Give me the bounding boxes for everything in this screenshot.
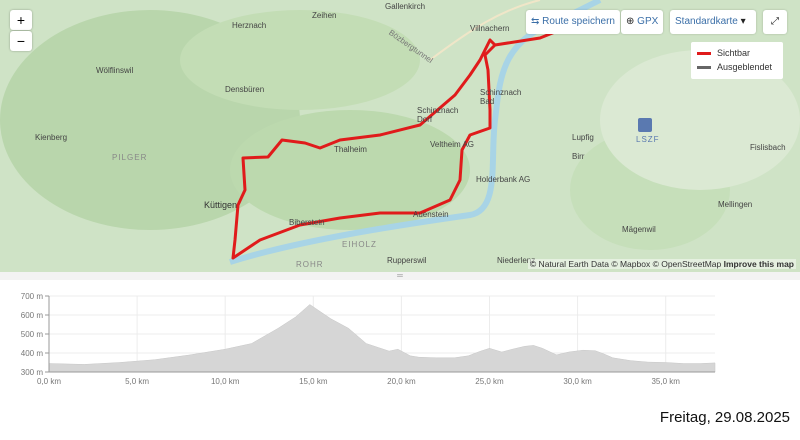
place-label: Zeihen [312, 11, 337, 20]
gpx-label: GPX [637, 16, 659, 27]
map-legend: Sichtbar Ausgeblendet [691, 42, 783, 79]
y-tick-label: 400 m [21, 349, 44, 358]
place-label: Niederlenz [497, 256, 536, 265]
elevation-area [48, 304, 716, 373]
x-tick-label: 35,0 km [651, 377, 680, 386]
x-tick-label: 10,0 km [211, 377, 240, 386]
place-label: LSZF [636, 135, 660, 144]
place-label: Küttigen [204, 200, 238, 210]
fullscreen-icon: ⤢ [771, 16, 779, 27]
map[interactable]: Herznach Zeihen Gallenkirch Villnachern … [0, 0, 800, 272]
legend-swatch [697, 65, 711, 69]
place-label: Fislisbach [750, 143, 786, 152]
x-tick-label: 5,0 km [125, 377, 149, 386]
gpx-download-button[interactable]: ⊕ GPX [621, 10, 664, 34]
resize-handle[interactable]: ═ [0, 272, 800, 280]
place-label: Gallenkirch [385, 2, 426, 11]
place-label: Rupperswil [387, 256, 427, 265]
place-label: Auenstein [413, 210, 449, 219]
map-attribution: © Natural Earth Data © Mapbox © OpenStre… [527, 259, 796, 269]
place-label: EIHOLZ [342, 240, 377, 249]
place-label: Wölflinswil [96, 66, 134, 75]
attribution-link[interactable]: © Natural Earth Data [529, 259, 609, 269]
date-label: Freitag, 29.08.2025 [659, 409, 790, 426]
fullscreen-button[interactable]: ⤢ [763, 10, 787, 34]
x-tick-label: 25,0 km [475, 377, 504, 386]
x-tick-label: 20,0 km [387, 377, 416, 386]
place-label: Villnachern [470, 24, 510, 33]
x-tick-label: 0,0 km [37, 377, 61, 386]
elevation-chart: 300 m 400 m 500 m 600 m 700 m 0,0 km 5,0 km 10,… [21, 292, 716, 386]
map-terrain [0, 0, 800, 265]
y-tick-label: 700 m [21, 292, 44, 301]
legend-swatch [697, 51, 711, 55]
x-tick-label: 15,0 km [299, 377, 328, 386]
place-label: Schinznach Bad [480, 88, 522, 106]
x-tick-label: 30,0 km [563, 377, 592, 386]
place-label: Thalheim [334, 145, 367, 154]
route-icon: ⇆ [531, 16, 540, 27]
attribution-link[interactable]: © OpenStreetMap [652, 259, 722, 269]
place-label: Herznach [232, 21, 267, 30]
download-icon: ⊕ [626, 16, 635, 27]
legend-label: Ausgeblendet [717, 62, 773, 72]
place-label: Kienberg [35, 133, 68, 142]
place-label: Mellingen [718, 200, 753, 209]
improve-map-link[interactable]: Improve this map [723, 259, 794, 269]
place-label: Biberstein [289, 218, 325, 227]
place-label: Densbüren [225, 85, 265, 94]
place-label: Veltheim AG [430, 140, 475, 149]
attribution-link[interactable]: © Mapbox [611, 259, 651, 269]
legend-item-hidden: Ausgeblendet [697, 60, 777, 74]
place-label: Lupfig [572, 133, 594, 142]
zoom-in-button[interactable]: + [10, 10, 32, 30]
place-label: ROHR [296, 260, 324, 269]
caret-down-icon: ▾ [740, 16, 746, 27]
place-label: Holderbank AG [476, 175, 531, 184]
map-style-label: Standardkarte [675, 16, 738, 27]
place-label: PILGER [112, 153, 148, 162]
save-route-label: Route speichern [542, 16, 615, 27]
zoom-out-button[interactable]: − [10, 31, 32, 51]
y-tick-label: 300 m [21, 368, 44, 377]
legend-item-visible: Sichtbar [697, 46, 777, 60]
map-style-select[interactable]: Standardkarte ▾ [670, 10, 756, 34]
place-label: Mägenwil [622, 225, 656, 234]
y-tick-label: 600 m [21, 311, 44, 320]
save-route-button[interactable]: ⇆ Route speichern [526, 10, 620, 34]
place-label: Birr [572, 152, 585, 161]
legend-label: Sichtbar [717, 48, 751, 58]
place-label: Schinznach Dorf [417, 106, 459, 124]
y-tick-label: 500 m [21, 330, 44, 339]
